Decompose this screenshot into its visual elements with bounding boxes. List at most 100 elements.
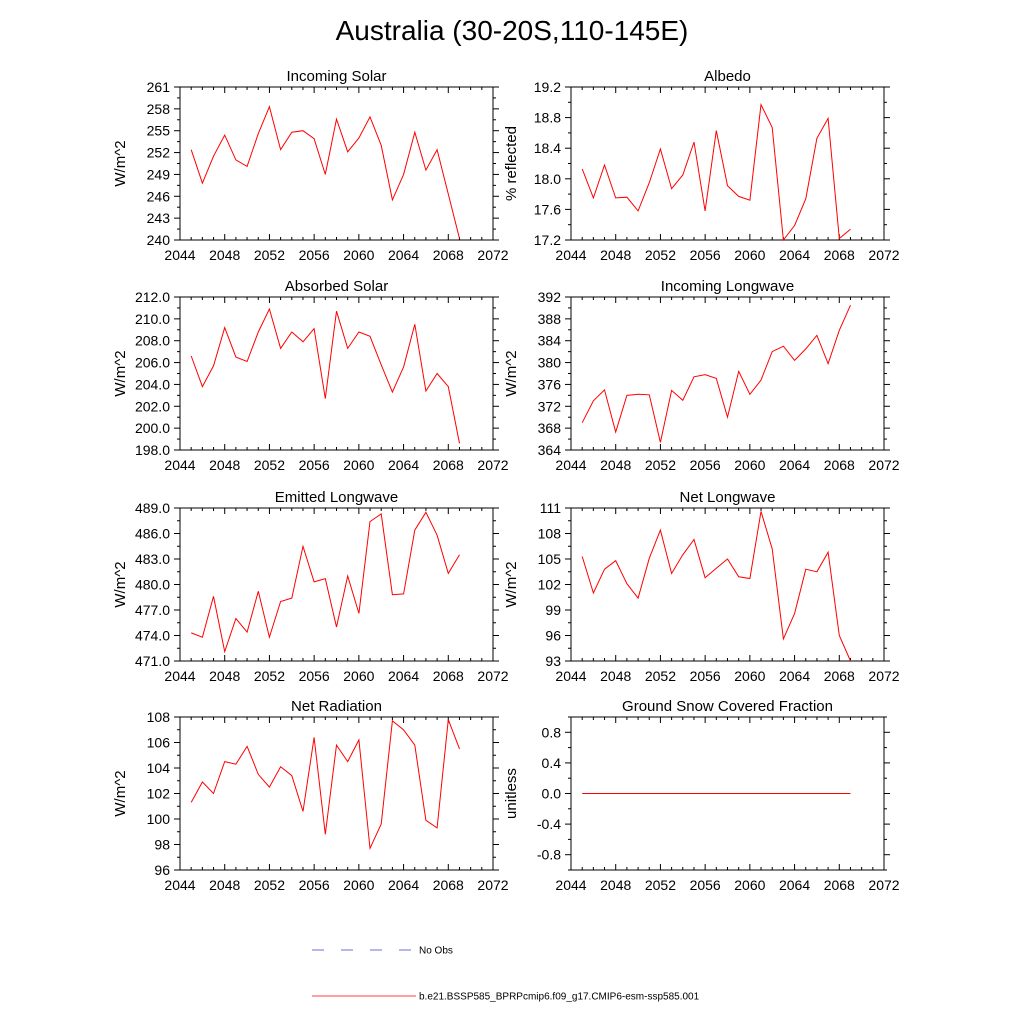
x-tick-label: 2060 — [734, 668, 765, 684]
panel-title: Incoming Solar — [286, 68, 386, 85]
y-tick-label: 102 — [538, 577, 562, 593]
y-tick-label: 17.6 — [534, 201, 561, 217]
panel-2: Absorbed Solar W/m^2 2044 2048 2052 2056 2060 2… — [112, 278, 509, 473]
x-tick-label: 2064 — [779, 877, 810, 893]
x-tick-label: 2048 — [209, 668, 240, 684]
x-tick-label: 2068 — [433, 877, 464, 893]
y-tick-label: 18.4 — [534, 140, 561, 156]
y-tick-label: 19.2 — [534, 79, 561, 95]
x-tick-label: 2052 — [254, 457, 285, 473]
panel-title: Absorbed Solar — [285, 278, 388, 295]
series-line-0 — [581, 102, 851, 242]
y-tick-label: 17.2 — [534, 232, 561, 248]
y-tick-label: 93 — [545, 653, 561, 669]
y-tick-label: 212.0 — [135, 289, 170, 305]
figure-title: Australia (30-20S,110-145E) — [336, 15, 689, 46]
y-tick-label: 388 — [538, 311, 562, 327]
y-tick-label: 249 — [147, 166, 171, 182]
y-tick-label: 104 — [147, 760, 171, 776]
y-tick-label: 252 — [147, 145, 171, 161]
y-tick-label: 18.8 — [534, 110, 561, 126]
panel-3: Incoming Longwave W/m^2 2044 2048 2052 2056 20… — [503, 278, 900, 473]
x-tick-label: 2072 — [477, 668, 508, 684]
plot-frame — [570, 296, 885, 451]
y-tick-label: 261 — [147, 79, 171, 95]
x-tick-label: 2064 — [388, 668, 419, 684]
y-axis-label: % reflected — [503, 126, 520, 201]
y-tick-label: 96 — [154, 862, 170, 878]
panel-0: Incoming Solar W/m^2 2044 2048 2052 2056 2060 2… — [112, 68, 509, 263]
x-tick-label: 2068 — [433, 457, 464, 473]
x-tick-label: 2056 — [690, 877, 721, 893]
panel-title: Albedo — [704, 68, 751, 85]
x-tick-label: 2044 — [555, 247, 586, 263]
y-axis-label: W/m^2 — [112, 770, 129, 816]
x-tick-label: 2056 — [299, 247, 330, 263]
y-tick-label: 0.8 — [542, 724, 562, 740]
y-tick-label: 255 — [147, 123, 171, 139]
x-tick-label: 2072 — [868, 457, 899, 473]
x-tick-label: 2048 — [209, 457, 240, 473]
x-tick-label: 2056 — [690, 668, 721, 684]
panel-title: Ground Snow Covered Fraction — [622, 698, 833, 715]
x-tick-label: 2072 — [868, 668, 899, 684]
y-tick-label: 474.0 — [135, 628, 170, 644]
x-tick-label: 2052 — [254, 668, 285, 684]
y-tick-label: 111 — [540, 500, 561, 516]
x-tick-label: 2060 — [343, 877, 374, 893]
y-axis-label: W/m^2 — [112, 140, 129, 186]
y-tick-label: 0.4 — [542, 755, 562, 771]
series-line-0 — [191, 511, 460, 654]
legend-obs-label: No Obs — [419, 946, 453, 957]
y-tick-label: 206.0 — [135, 355, 170, 371]
panel-5: Net Longwave W/m^2 2044 2048 2052 2056 2060 206… — [503, 489, 900, 684]
x-tick-label: 2072 — [868, 247, 899, 263]
x-tick-label: 2052 — [254, 877, 285, 893]
x-tick-label: 2052 — [645, 877, 676, 893]
x-tick-label: 2060 — [734, 877, 765, 893]
x-tick-label: 2044 — [555, 877, 586, 893]
x-tick-label: 2060 — [734, 247, 765, 263]
x-tick-label: 2068 — [433, 247, 464, 263]
y-tick-label: 486.0 — [135, 526, 170, 542]
y-tick-label: 380 — [538, 355, 562, 371]
x-tick-label: 2060 — [343, 668, 374, 684]
legend: No Obs b.e21.BSSP585_BPRPcmip6.f09_g17.C… — [312, 946, 700, 1003]
plot-frame — [570, 507, 885, 662]
x-tick-label: 2064 — [388, 247, 419, 263]
y-tick-label: 364 — [538, 442, 562, 458]
y-tick-label: 96 — [545, 628, 561, 644]
panel-title: Net Longwave — [680, 489, 776, 506]
x-tick-label: 2044 — [164, 668, 195, 684]
panels-group: Incoming Solar W/m^2 2044 2048 2052 2056 2060 2… — [112, 68, 900, 893]
x-tick-label: 2052 — [645, 247, 676, 263]
x-tick-label: 2044 — [555, 668, 586, 684]
x-tick-label: 2072 — [868, 877, 899, 893]
series-line-0 — [190, 307, 460, 444]
x-tick-label: 2060 — [343, 457, 374, 473]
y-tick-label: 210.0 — [135, 311, 170, 327]
y-tick-label: 200.0 — [135, 420, 170, 436]
y-tick-label: 258 — [147, 101, 171, 117]
y-axis-label: W/m^2 — [503, 561, 520, 607]
x-tick-label: 2068 — [824, 457, 855, 473]
y-axis-label: W/m^2 — [503, 350, 520, 396]
x-tick-label: 2056 — [299, 668, 330, 684]
y-tick-label: 246 — [147, 188, 171, 204]
y-tick-label: 480.0 — [135, 577, 170, 593]
y-tick-label: 477.0 — [135, 602, 170, 618]
y-tick-label: 18.0 — [534, 171, 561, 187]
x-tick-label: 2068 — [433, 668, 464, 684]
y-tick-label: 102 — [147, 786, 171, 802]
y-axis-label: unitless — [503, 768, 520, 819]
y-tick-label: 0.0 — [542, 786, 562, 802]
y-tick-label: 471.0 — [135, 653, 170, 669]
x-tick-label: 2064 — [779, 668, 810, 684]
y-tick-label: 202.0 — [135, 398, 170, 414]
legend-model-label: b.e21.BSSP585_BPRPcmip6.f09_g17.CMIP6-es… — [419, 992, 700, 1003]
series-line-0 — [581, 511, 851, 662]
series-line-0 — [581, 304, 851, 443]
x-tick-label: 2068 — [824, 877, 855, 893]
y-tick-label: 240 — [147, 232, 171, 248]
